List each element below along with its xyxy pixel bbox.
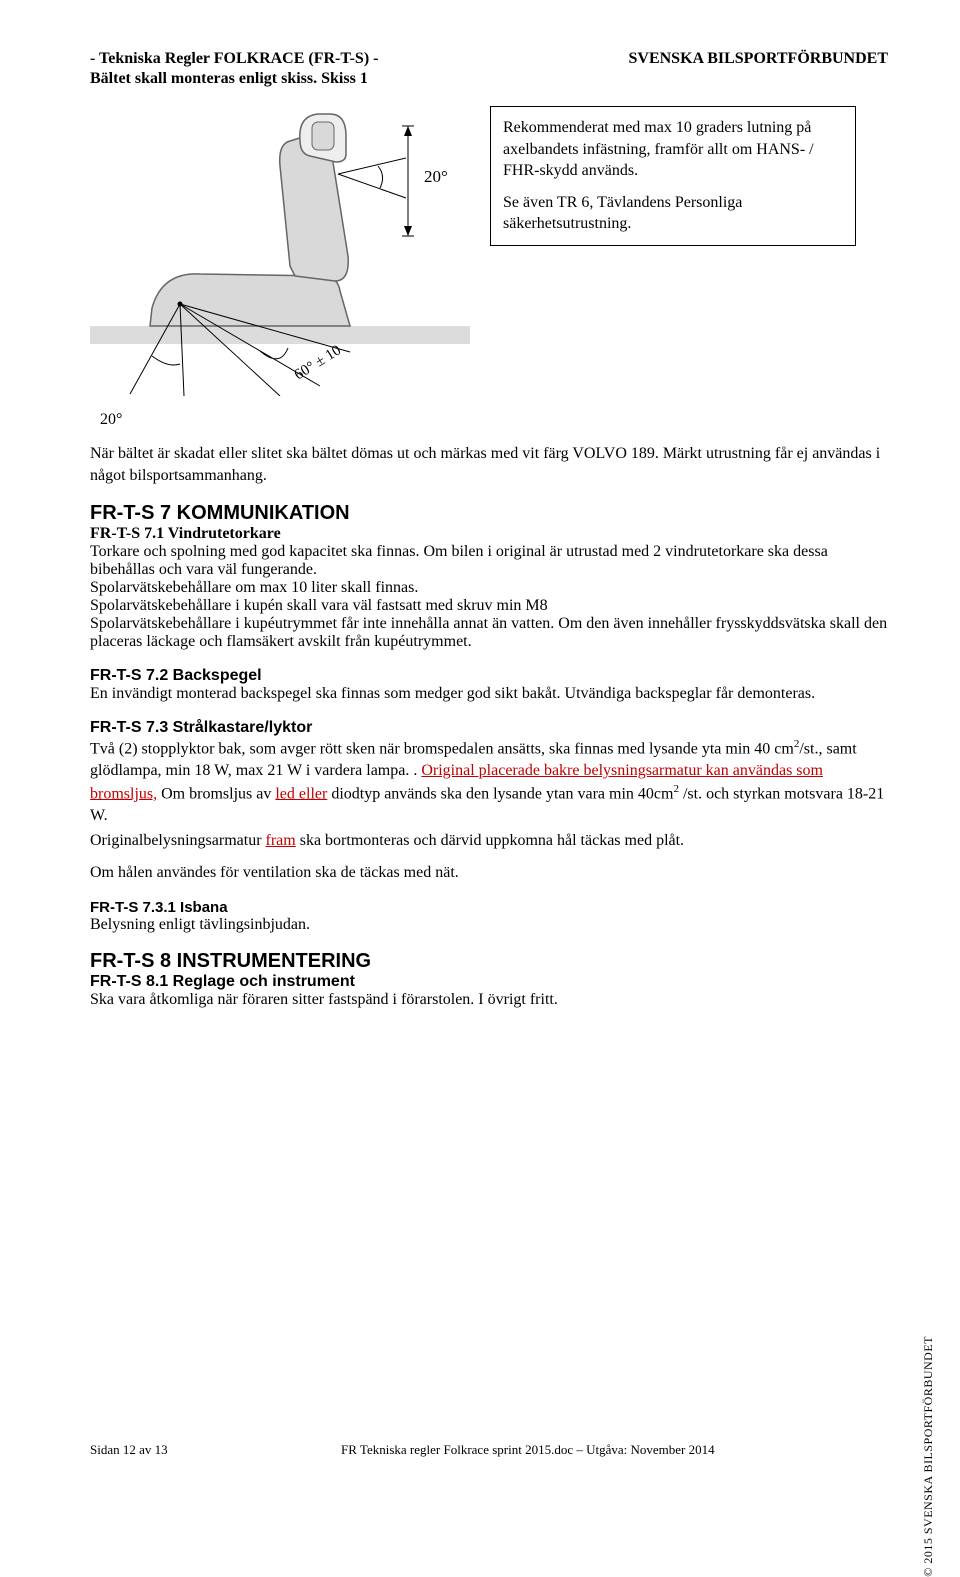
label-20-top: 20° [424, 167, 448, 186]
sec73-line1: Två (2) stopplyktor bak, som avger rött … [90, 737, 888, 826]
side-copyright: © 2015 SVENSKA BILSPORTFÖRBUNDET [921, 1336, 936, 1577]
s73-red2: led eller [275, 785, 327, 802]
label-20-bottom: 20° [100, 411, 888, 429]
box-p2: Se även TR 6, Tävlandens Personliga säke… [503, 192, 843, 235]
sec731-title: FR-T-S 7.3.1 Isbana [90, 899, 888, 916]
s73f: Originalbelysningsarmatur [90, 832, 266, 849]
para1-text: När bältet är skadat eller slitet ska bä… [90, 443, 888, 486]
info-box: Rekommenderat med max 10 graders lutning… [490, 106, 856, 246]
para-belt-damage: När bältet är skadat eller slitet ska bä… [90, 443, 888, 486]
sec72-title: FR-T-S 7.2 Backspegel [90, 667, 888, 685]
seat-diagram: 20° 60° ± 10 [90, 96, 470, 401]
sec73-line3: Om hålen användes för ventilation ska de… [90, 862, 888, 884]
label-60-10: 60° ± 10 [292, 342, 344, 383]
sec71-body: Torkare och spolning med god kapacitet s… [90, 543, 888, 651]
s73a: Två (2) stopplyktor bak, som avger rött … [90, 741, 794, 758]
footer-left: Sidan 12 av 13 [90, 1442, 168, 1458]
header-sub: Bältet skall monteras enligt skiss. Skis… [90, 70, 888, 88]
sec72-body: En invändigt monterad backspegel ska fin… [90, 685, 888, 703]
header-left: - Tekniska Regler FOLKRACE (FR-T-S) - [90, 50, 378, 68]
sec71-title: FR-T-S 7.1 Vindrutetorkare [90, 525, 888, 543]
sec731-body: Belysning enligt tävlingsinbjudan. [90, 916, 888, 934]
header-right: SVENSKA BILSPORTFÖRBUNDET [629, 50, 889, 68]
sec7-title: FR-T-S 7 KOMMUNIKATION [90, 502, 888, 525]
sec81-title: FR-T-S 8.1 Reglage och instrument [90, 973, 888, 991]
sec73-title: FR-T-S 7.3 Strålkastare/lyktor [90, 719, 888, 737]
diagram-area: 20° 60° ± 10 Rekommenderat med max 10 gr… [90, 96, 888, 401]
page: - Tekniska Regler FOLKRACE (FR-T-S) - SV… [0, 0, 960, 1476]
sec73-line2: Originalbelysningsarmatur fram ska bortm… [90, 830, 888, 852]
s73d: diodtyp används ska den lysande ytan var… [327, 785, 673, 802]
s73-red3: fram [266, 832, 296, 849]
page-footer: Sidan 12 av 13 FR Tekniska regler Folkra… [90, 1442, 888, 1458]
sec73-body: Två (2) stopplyktor bak, som avger rött … [90, 737, 888, 883]
s73c: Om bromsljus av [157, 785, 275, 802]
footer-center: FR Tekniska regler Folkrace sprint 2015.… [341, 1442, 715, 1458]
sec81-body: Ska vara åtkomliga när föraren sitter fa… [90, 991, 888, 1009]
s73g: ska bortmonteras och därvid uppkomna hål… [296, 832, 684, 849]
box-p1: Rekommenderat med max 10 graders lutning… [503, 117, 843, 182]
sec8-title: FR-T-S 8 INSTRUMENTERING [90, 950, 888, 973]
page-header: - Tekniska Regler FOLKRACE (FR-T-S) - SV… [90, 50, 888, 68]
